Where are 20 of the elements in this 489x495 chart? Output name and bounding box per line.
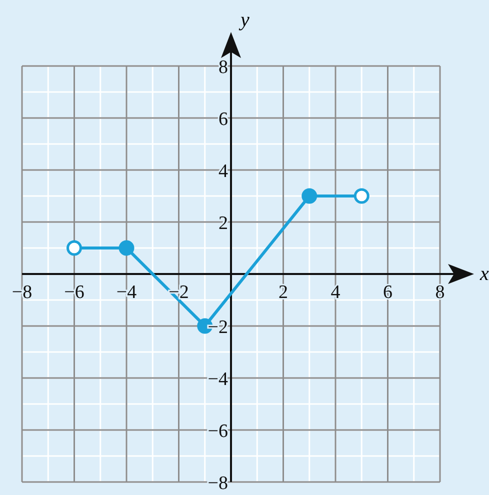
y-tick-label: 4 <box>218 161 228 182</box>
y-tick-label: 2 <box>218 213 228 234</box>
y-tick-label: −4 <box>208 369 228 390</box>
y-axis-title: y <box>238 9 250 31</box>
y-tick-label: 8 <box>218 57 228 78</box>
x-tick-label: −6 <box>64 282 84 303</box>
point <box>66 240 82 256</box>
y-tick-label: −6 <box>208 421 228 442</box>
y-tick-label: 6 <box>218 109 228 130</box>
x-tick-label: 8 <box>435 282 445 303</box>
x-tick-label: 2 <box>278 282 288 303</box>
point <box>354 188 370 204</box>
x-tick-label: −8 <box>12 282 32 303</box>
point <box>302 188 318 204</box>
x-tick-label: 6 <box>383 282 392 303</box>
x-tick-label: −4 <box>116 282 138 303</box>
x-tick-label: 4 <box>330 282 341 303</box>
y-tick-label: −8 <box>208 473 228 494</box>
point <box>118 240 134 256</box>
x-axis-title: x <box>479 263 489 285</box>
